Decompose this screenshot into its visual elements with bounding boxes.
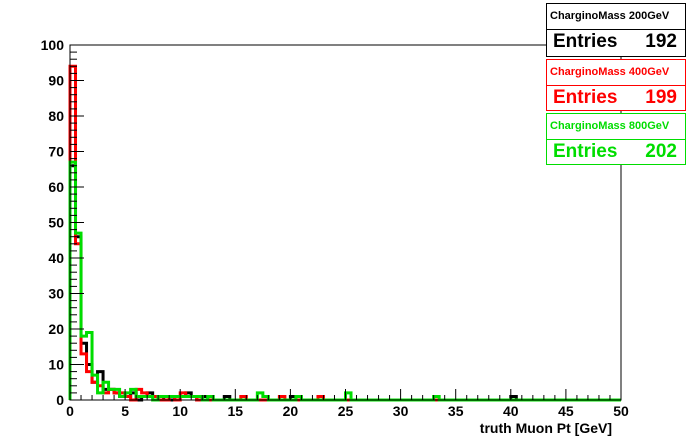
entries-value: 202 xyxy=(645,141,677,162)
stat-box-800gev: CharginoMass 800GeV Entries 202 xyxy=(546,113,686,165)
plot-frame xyxy=(69,44,622,401)
x-tick-label: 25 xyxy=(338,403,354,419)
y-tick-label: 30 xyxy=(48,286,64,302)
y-tick-label: 20 xyxy=(48,321,64,337)
entries-value: 199 xyxy=(645,87,677,108)
y-tick-label: 50 xyxy=(48,215,64,231)
entries-label: Entries xyxy=(553,31,618,52)
y-tick-label: 40 xyxy=(48,250,64,266)
y-tick-label: 90 xyxy=(48,73,64,89)
x-tick-label: 45 xyxy=(558,403,574,419)
stat-box-title: CharginoMass 400GeV xyxy=(547,60,685,86)
stat-box-400gev: CharginoMass 400GeV Entries 199 xyxy=(546,59,686,111)
series-line-2 xyxy=(68,64,621,402)
series-line-3 xyxy=(68,160,621,402)
x-tick-label: 20 xyxy=(283,403,299,419)
x-tick-label: 0 xyxy=(66,403,74,419)
x-tick-label: 5 xyxy=(121,403,129,419)
entries-label: Entries xyxy=(553,141,618,162)
x-axis-label: truth Muon Pt [GeV] xyxy=(480,420,612,436)
axis-layer: 0 5 10 15 20 25 30 35 40 45 50 0 10 20 30 40 50 60 70 80 90 1… xyxy=(41,37,629,419)
entries-value: 192 xyxy=(645,31,677,52)
y-tick-label: 0 xyxy=(56,392,64,408)
y-tick-label: 10 xyxy=(48,357,64,373)
x-tick-label: 50 xyxy=(613,403,629,419)
series-layer xyxy=(68,64,621,402)
stat-box-title: CharginoMass 200GeV xyxy=(547,4,685,30)
x-tick-label: 40 xyxy=(503,403,519,419)
y-tick-label: 100 xyxy=(41,37,65,53)
stat-box-title: CharginoMass 800GeV xyxy=(547,114,685,140)
stat-box-200gev: CharginoMass 200GeV Entries 192 xyxy=(546,3,686,57)
x-tick-label: 30 xyxy=(393,403,409,419)
y-tick-label: 60 xyxy=(48,179,64,195)
entries-label: Entries xyxy=(553,87,618,108)
x-tick-label: 35 xyxy=(448,403,464,419)
x-tick-label: 15 xyxy=(228,403,244,419)
series-line-1 xyxy=(68,164,621,402)
y-tick-label: 80 xyxy=(48,108,64,124)
x-tick-label: 10 xyxy=(172,403,188,419)
y-tick-label: 70 xyxy=(48,144,64,160)
